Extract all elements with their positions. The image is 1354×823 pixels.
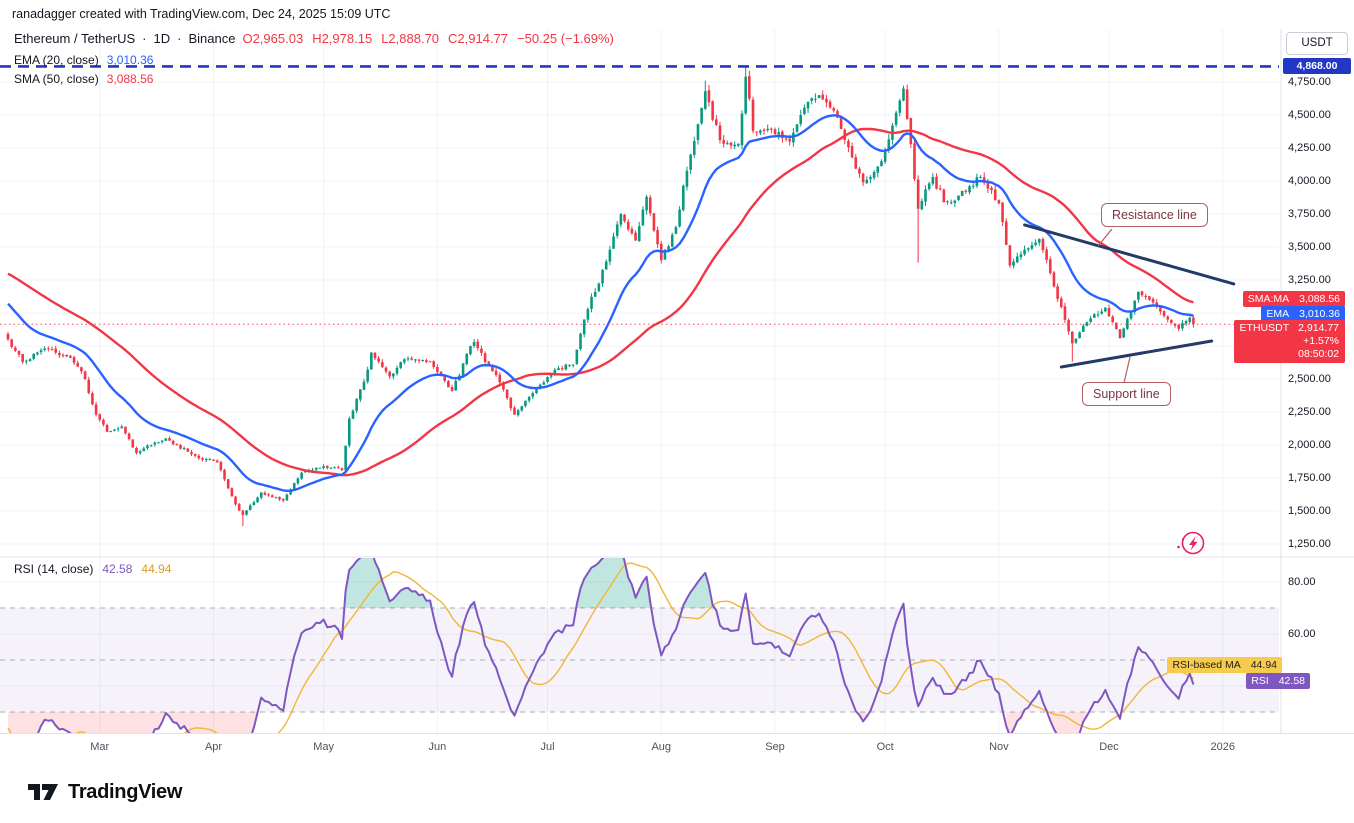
time-axis-label: Sep [765,741,785,753]
price-tick: 2,000.00 [1288,439,1331,451]
ema-axis-badge[interactable]: EMA 3,010.36 [1261,305,1345,322]
sma-value: 3,088.56 [106,71,154,86]
symbol-row[interactable]: Ethereum / TetherUS · 1D · Binance O2,96… [14,31,614,46]
rsi-axis-badge[interactable]: RSI 42.58 [1246,673,1310,690]
rsi-tick: 60.00 [1288,628,1316,640]
ema-badge-value: 3,010.36 [1299,307,1340,320]
rsi-badge-label: RSI [1251,675,1269,688]
sma-axis-badge[interactable]: SMA:MA 3,088.56 [1242,291,1345,308]
rsi-ma-value: 44.94 [141,562,172,576]
price-tick: 3,750.00 [1288,208,1331,220]
ema-value: 3,010.36 [106,52,154,67]
sma-legend-row[interactable]: SMA (50, close) 3,088.56 [14,71,614,86]
rsi-ma-axis-badge[interactable]: RSI-based MA 44.94 [1167,657,1282,674]
time-axis-label: Oct [876,741,894,753]
rsi-ma-line[interactable] [7,562,1194,767]
support-line-label[interactable]: Support line [1082,382,1171,406]
time-axis-label: Jul [540,741,555,753]
ema-line[interactable] [7,114,1194,492]
sma-label: SMA (50, close) [14,71,99,86]
price-tick: 1,250.00 [1288,538,1331,550]
time-axis-label: Dec [1099,741,1119,753]
rsi-badge-value: 42.58 [1278,675,1305,688]
last-price-badge[interactable]: ETHUSDT 2,914.77 +1.57% 08:50:02 [1233,320,1345,364]
price-tick: 2,500.00 [1288,373,1331,385]
candles [6,66,1195,527]
rsi-tick: 80.00 [1288,576,1316,588]
time-axis-label: Mar [90,741,110,753]
ohlc-values: O2,965.03 H2,978.15 L2,888.70 C2,914.77 … [242,31,614,46]
time-axis-label: Jun [428,741,447,753]
ema-legend-row[interactable]: EMA (20, close) 3,010.36 [14,52,614,67]
time-axis-label: 2026 [1210,741,1236,753]
price-tick: 3,500.00 [1288,241,1331,253]
flash-icon[interactable] [1177,531,1205,555]
rsi-value: 42.58 [102,562,133,576]
price-tick: 4,250.00 [1288,142,1331,154]
currency-label[interactable]: USDT [1286,32,1348,55]
price-tick: 4,750.00 [1288,76,1331,88]
time-axis-label: Apr [204,741,223,753]
tradingview-logo-text: TradingView [68,780,183,803]
separator-dot: · [142,31,147,46]
sma-badge-value: 3,088.56 [1299,293,1340,306]
price-tick: 2,250.00 [1288,406,1331,418]
resistance-callout-pointer [1097,228,1113,247]
time-axis-label: May [313,741,334,753]
resistance-trendline[interactable] [1023,223,1236,286]
price-badge-symbol: ETHUSDT [1239,322,1290,335]
exchange-label: Binance [188,31,236,46]
price-tick: 1,750.00 [1288,472,1331,484]
tradingview-logo-mark [28,784,58,800]
price-tick: 4,500.00 [1288,109,1331,121]
gridlines [0,29,1279,733]
rsi-label: RSI (14, close) [14,562,94,576]
attribution-text: ranadagger created with TradingView.com,… [12,7,391,21]
support-trendline[interactable] [1059,339,1214,369]
support-callout-pointer [1123,356,1131,384]
resistance-line-label[interactable]: Resistance line [1101,203,1208,227]
ath-price-badge[interactable]: 4,868.00 [1283,58,1351,75]
price-tick: 3,250.00 [1288,274,1331,286]
price-badge-value: 2,914.77 [1298,322,1339,335]
rsi-ma-badge-value: 44.94 [1250,659,1277,672]
ema-label: EMA (20, close) [14,52,99,67]
change-value: −50.25 (−1.69%) [517,31,614,46]
interval-label[interactable]: 1D [153,31,171,46]
time-axis-label: Aug [651,741,672,753]
price-tick: 4,000.00 [1288,175,1331,187]
sma-line[interactable] [7,127,1194,477]
rsi-legend-row[interactable]: RSI (14, close) 42.58 44.94 [14,562,171,576]
symbol-title[interactable]: Ethereum / TetherUS [14,31,136,46]
chart-legend: Ethereum / TetherUS · 1D · Binance O2,96… [14,31,614,86]
ema-badge-label: EMA [1266,307,1290,320]
ath-price-value: 4,868.00 [1296,60,1338,73]
rsi-ma-badge-label: RSI-based MA [1172,659,1241,672]
separator-dot: · [177,31,182,46]
price-badge-countdown: 08:50:02 [1298,348,1339,361]
price-tick: 1,500.00 [1288,505,1331,517]
rsi-line[interactable] [8,547,1195,776]
time-axis-label: Nov [989,741,1009,753]
sma-badge-label: SMA:MA [1247,293,1290,306]
price-badge-change: +1.57% [1303,335,1339,348]
tradingview-logo[interactable]: TradingView [26,779,182,805]
